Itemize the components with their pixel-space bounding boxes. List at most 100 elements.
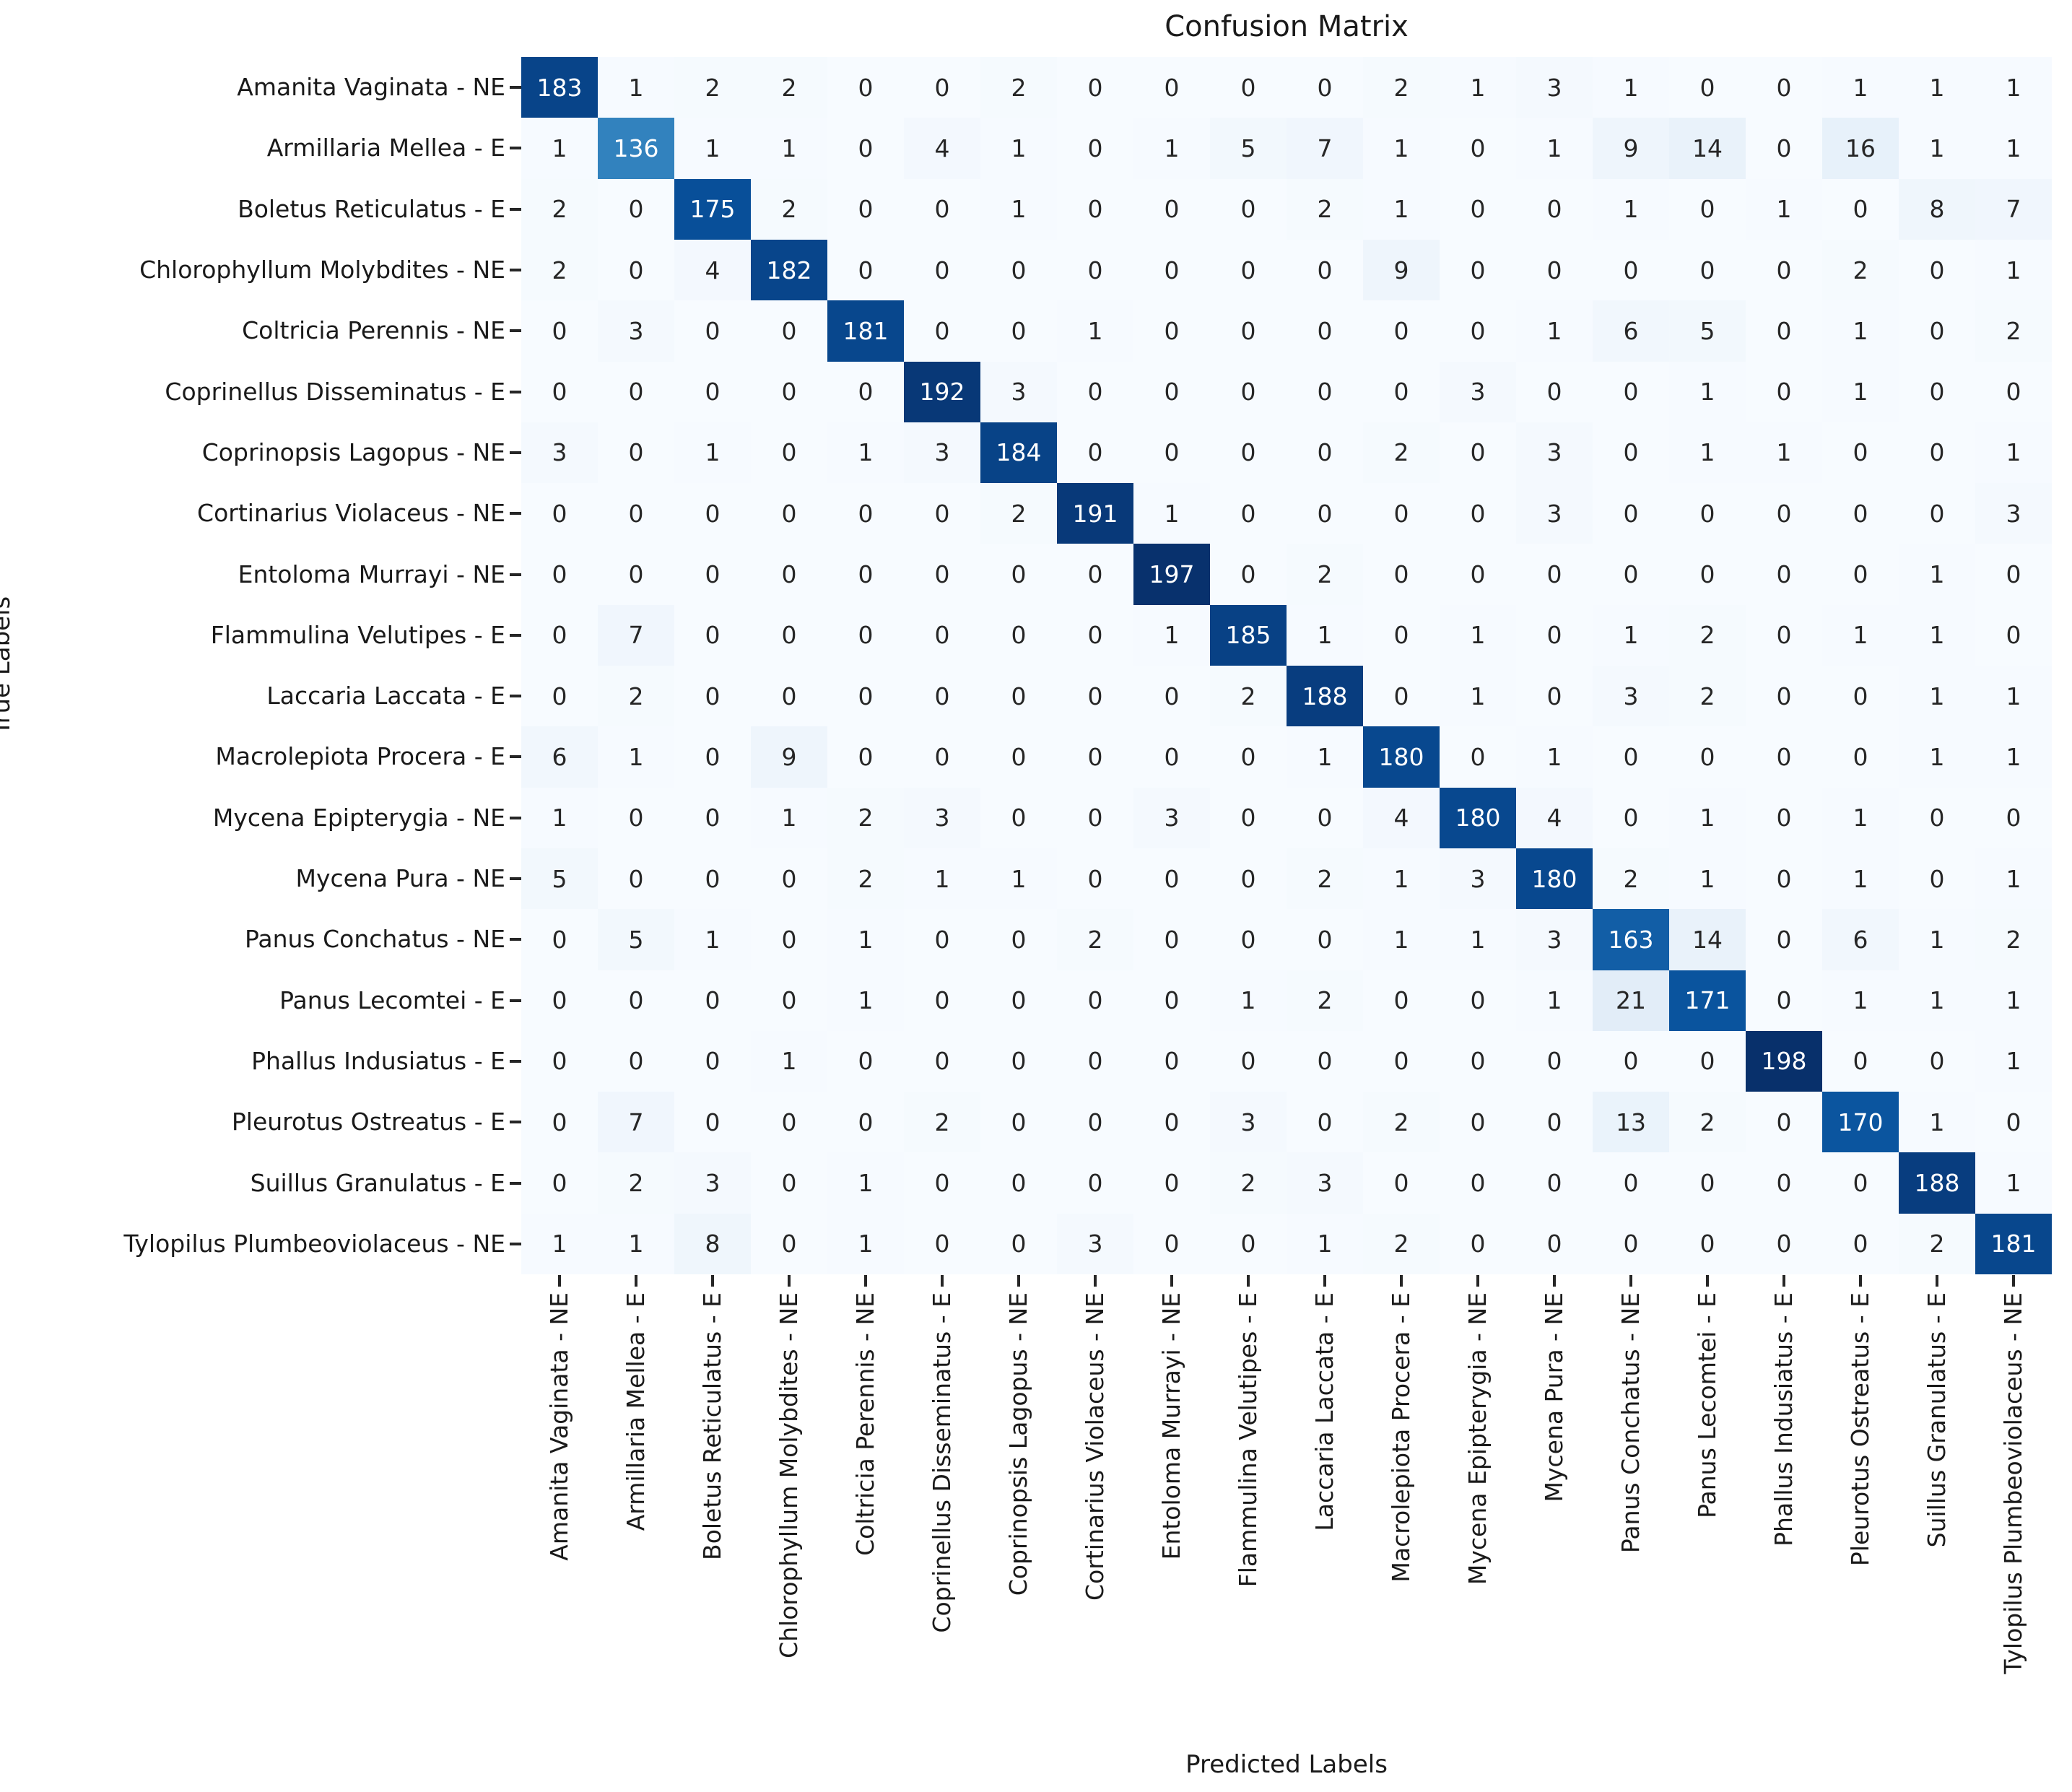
x-tick-label: Coprinopsis Lagopus - NE — [1004, 1292, 1032, 1596]
heatmap-cell: 0 — [980, 1092, 1057, 1153]
heatmap-cell: 2 — [1210, 1152, 1287, 1214]
heatmap-cell: 0 — [1516, 666, 1593, 727]
heatmap-cell: 1 — [1899, 909, 1975, 970]
heatmap-cell: 1 — [980, 848, 1057, 910]
confusion-matrix-heatmap: 183 1 2 2 0 0 2 0 0 0 0 2 1 3 1 0 0 1 1 1 1 136 1 1 0 4 1 0 1 5 7 1 0 1 9 1… — [521, 57, 2052, 1274]
heatmap-cell: 0 — [904, 1030, 980, 1092]
heatmap-cell: 0 — [1899, 361, 1975, 422]
x-tick-label: Boletus Reticulatus - E — [698, 1292, 726, 1560]
heatmap-cell: 0 — [674, 604, 751, 666]
heatmap-cell: 0 — [674, 970, 751, 1031]
heatmap-cell: 191 — [1057, 483, 1133, 544]
heatmap-cell: 0 — [751, 970, 827, 1031]
heatmap-cell: 0 — [904, 970, 980, 1031]
heatmap-cell: 0 — [1440, 483, 1516, 544]
heatmap-cell: 2 — [827, 787, 904, 848]
x-tick-mark — [711, 1275, 714, 1287]
heatmap-cell: 0 — [521, 604, 598, 666]
heatmap-cell: 2 — [1057, 909, 1133, 970]
heatmap-cell: 1 — [1516, 726, 1593, 788]
heatmap-cell: 180 — [1516, 848, 1593, 910]
heatmap-cell: 1 — [1822, 361, 1899, 422]
heatmap-cell: 1 — [1975, 239, 2052, 301]
heatmap-cell: 0 — [1133, 909, 1210, 970]
heatmap-cell: 2 — [521, 178, 598, 240]
heatmap-cell: 1 — [1363, 178, 1440, 240]
y-tick-mark — [510, 816, 521, 819]
heatmap-cell: 0 — [751, 361, 827, 422]
heatmap-cell: 0 — [751, 848, 827, 910]
heatmap-cell: 1 — [827, 909, 904, 970]
heatmap-cell: 0 — [1516, 1030, 1593, 1092]
heatmap-cell: 1 — [1975, 726, 2052, 788]
heatmap-cell: 0 — [904, 604, 980, 666]
heatmap-cell: 0 — [827, 726, 904, 788]
heatmap-cell: 0 — [521, 1030, 598, 1092]
heatmap-cell: 0 — [1057, 1152, 1133, 1214]
heatmap-cell: 0 — [751, 300, 827, 362]
heatmap-cell: 0 — [1210, 483, 1287, 544]
heatmap-cell: 1 — [1593, 57, 1669, 118]
heatmap-cell: 1 — [1440, 666, 1516, 727]
x-tick-mark — [941, 1275, 944, 1287]
heatmap-cell: 188 — [1287, 666, 1363, 727]
y-tick-mark — [510, 1059, 521, 1063]
x-tick-label: Suillus Granulatus - E — [1923, 1292, 1951, 1548]
x-tick-mark — [864, 1275, 867, 1287]
y-tick-mark — [510, 1121, 521, 1124]
heatmap-cell: 0 — [1057, 361, 1133, 422]
y-tick-mark — [510, 269, 521, 272]
heatmap-cell: 1 — [1822, 848, 1899, 910]
heatmap-cell: 2 — [1899, 1213, 1975, 1274]
y-tick-label: Boletus Reticulatus - E — [238, 194, 505, 223]
heatmap-cell: 0 — [1593, 483, 1669, 544]
heatmap-cell: 0 — [1822, 1213, 1899, 1274]
heatmap-cell: 0 — [598, 970, 674, 1031]
heatmap-cell: 136 — [598, 118, 674, 179]
heatmap-cell: 0 — [1210, 1030, 1287, 1092]
heatmap-cell: 0 — [674, 726, 751, 788]
heatmap-cell: 0 — [1746, 666, 1822, 727]
heatmap-cell: 3 — [904, 787, 980, 848]
heatmap-cell: 0 — [521, 1092, 598, 1153]
heatmap-cell: 2 — [521, 239, 598, 301]
heatmap-cell: 3 — [1516, 909, 1593, 970]
heatmap-cell: 0 — [674, 300, 751, 362]
heatmap-cell: 0 — [1210, 178, 1287, 240]
heatmap-cell: 0 — [1287, 239, 1363, 301]
heatmap-cell: 9 — [1593, 118, 1669, 179]
heatmap-cell: 3 — [1516, 57, 1593, 118]
y-tick-label: Flammulina Velutipes - E — [210, 620, 505, 649]
heatmap-cell: 181 — [827, 300, 904, 362]
heatmap-cell: 0 — [1057, 604, 1133, 666]
heatmap-cell: 0 — [1210, 361, 1287, 422]
heatmap-cell: 192 — [904, 361, 980, 422]
heatmap-cell: 1 — [1822, 970, 1899, 1031]
heatmap-cell: 0 — [598, 239, 674, 301]
heatmap-cell: 0 — [1899, 1030, 1975, 1092]
y-tick-label: Coprinopsis Lagopus - NE — [201, 438, 505, 466]
heatmap-cell: 0 — [1363, 604, 1440, 666]
heatmap-cell: 5 — [1669, 300, 1746, 362]
heatmap-cell: 0 — [1822, 666, 1899, 727]
y-tick-label: Coltricia Perennis - NE — [242, 316, 505, 345]
heatmap-cell: 0 — [1440, 726, 1516, 788]
x-tick-mark — [1936, 1275, 1938, 1287]
heatmap-cell: 0 — [1133, 1092, 1210, 1153]
heatmap-cell: 0 — [598, 1030, 674, 1092]
heatmap-cell: 0 — [1822, 483, 1899, 544]
heatmap-cell: 1 — [1822, 57, 1899, 118]
heatmap-cell: 1 — [1975, 1152, 2052, 1214]
heatmap-cell: 2 — [1287, 178, 1363, 240]
heatmap-cell: 2 — [980, 57, 1057, 118]
x-tick-mark — [1706, 1275, 1709, 1287]
y-tick-label: Amanita Vaginata - NE — [237, 73, 505, 102]
heatmap-cell: 0 — [1746, 787, 1822, 848]
heatmap-cell: 1 — [1133, 604, 1210, 666]
heatmap-cell: 0 — [1822, 544, 1899, 605]
x-tick-mark — [635, 1275, 637, 1287]
heatmap-cell: 1 — [1210, 970, 1287, 1031]
heatmap-cell: 1 — [521, 118, 598, 179]
heatmap-cell: 2 — [751, 178, 827, 240]
heatmap-cell: 0 — [1287, 1092, 1363, 1153]
